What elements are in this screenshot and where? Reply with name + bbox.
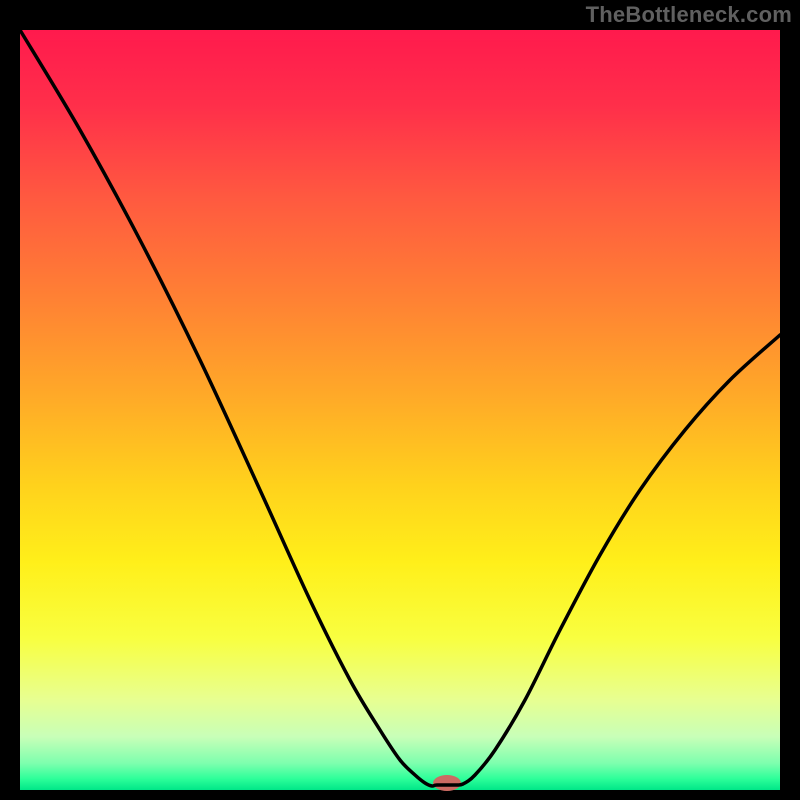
bottleneck-chart	[0, 0, 800, 800]
bottom-border-band	[0, 790, 800, 800]
watermark-label: TheBottleneck.com	[586, 2, 792, 28]
chart-stage: TheBottleneck.com	[0, 0, 800, 800]
plot-background	[20, 30, 780, 790]
minimum-marker	[433, 775, 461, 791]
right-border-band	[780, 30, 800, 790]
left-border-band	[0, 30, 20, 790]
